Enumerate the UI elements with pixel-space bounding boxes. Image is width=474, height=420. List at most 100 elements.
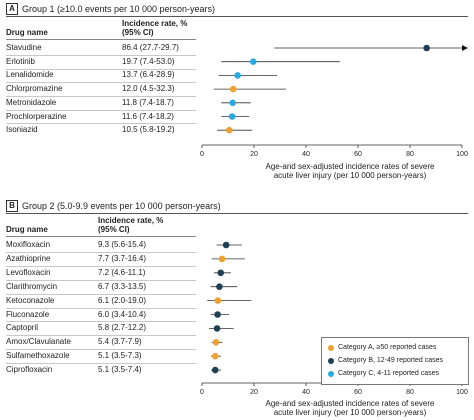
panel-b-point-estimate xyxy=(212,339,220,346)
panel-a-incidence-rate: 12.0 (4.5-32.3) xyxy=(122,84,175,94)
panel-b-x-tick-label: 80 xyxy=(406,389,414,396)
panel-a-title: Group 1 (≥10.0 events per 10 000 person-… xyxy=(22,4,216,14)
panel-a-incidence-rate: 19.7 (7.4-53.0) xyxy=(122,56,175,66)
panel-a-drug-name: Chlorpromazine xyxy=(6,84,63,94)
panel-b-point-estimate xyxy=(211,352,219,360)
panel-a-drug-name: Isoniazid xyxy=(6,125,38,135)
panel-a-col-rate-1: Incidence rate, % xyxy=(122,19,188,28)
panel-a-incidence-rate: 11.6 (7.4-18.2) xyxy=(122,111,174,121)
panel-b-drug-name: Ciprofloxacin xyxy=(6,365,53,375)
panel-a-header: A Group 1 (≥10.0 events per 10 000 perso… xyxy=(6,2,468,17)
panel-a-incidence-rate: 10.5 (5.8-19.2) xyxy=(122,125,175,135)
panel-a-x-tick-label: 80 xyxy=(406,151,414,158)
panel-b-title: Group 2 (5.0-9.9 events per 10 000 perso… xyxy=(22,201,221,211)
panel-b-col-rate-2: (95% CI) xyxy=(98,225,130,234)
panel-a-x-tick-label: 0 xyxy=(200,151,204,158)
panel-a-point-estimate xyxy=(229,99,236,107)
panel-b-x-tick-label: 20 xyxy=(250,389,258,396)
panel-a-drug-name: Erlotinib xyxy=(6,56,35,66)
panel-b-x-tick-label: 60 xyxy=(354,389,362,396)
panel-b-incidence-rate: 5.4 (3.7-7.9) xyxy=(98,337,142,347)
panel-b-header: B Group 2 (5.0-9.9 events per 10 000 per… xyxy=(6,199,468,214)
panel-a-row-divider xyxy=(6,109,196,111)
panel-a-row-divider xyxy=(6,123,196,125)
panel-b-row-divider xyxy=(6,293,196,295)
panel-a-ci-arrow xyxy=(462,45,468,51)
panel-b-incidence-rate: 5.8 (2.7-12.2) xyxy=(98,323,147,333)
legend-label-a: Category A, ≥50 reported cases xyxy=(338,344,437,351)
panel-a-incidence-rate: 86.4 (27.7-29.7) xyxy=(122,43,179,52)
panel-b-header-rule xyxy=(6,236,196,237)
legend-item-category-c: Category C, 4-11 reported cases xyxy=(328,370,439,377)
legend-label-b: Category B, 12-49 reported cases xyxy=(338,357,444,364)
legend-label-c: Category C, 4-11 reported cases xyxy=(338,370,440,377)
panel-b-drug-name: Sulfamethoxazole xyxy=(6,351,70,361)
panel-a-row-divider xyxy=(6,68,196,70)
panel-b-drug-name: Moxifloxacin xyxy=(6,240,51,249)
panel-b-incidence-rate: 5.1 (3.5-7.3) xyxy=(98,351,142,361)
panel-a-letter: A xyxy=(6,3,18,15)
panel-a-point-estimate xyxy=(226,126,233,134)
panel-b-axis-title-1: Age-and sex-adjusted incidence rates of … xyxy=(265,399,435,408)
panel-b-letter: B xyxy=(6,200,18,212)
panel-a-drug-name: Prochlorperazine xyxy=(6,111,67,121)
panel-a-incidence-rate: 13.7 (6.4-28.9) xyxy=(122,70,175,80)
panel-a-drug-name: Metronidazole xyxy=(6,97,57,107)
panel-a-axis-title-1: Age-and sex-adjusted incidence rates of … xyxy=(265,162,435,171)
panel-b-row-divider xyxy=(6,265,196,267)
panel-a-point-estimate xyxy=(249,58,257,65)
panel-a-axis-title-2: acute liver injury (per 10 000 person-ye… xyxy=(273,171,427,180)
panel-b-col-rate-1: Incidence rate, % xyxy=(98,216,164,225)
panel-b-incidence-rate: 9.3 (5.6-15.4) xyxy=(98,240,147,249)
panel-b-point-estimate xyxy=(214,311,221,318)
panel-b-point-estimate xyxy=(216,283,223,291)
panel-b-incidence-rate: 6.0 (3.4-10.4) xyxy=(98,309,147,319)
panel-b-axis-title-2: acute liver injury (per 10 000 person-ye… xyxy=(273,408,427,417)
panel-b-drug-name: Amox/Clavulanate xyxy=(6,337,71,347)
legend-item-category-a: Category A, ≥50 reported cases xyxy=(328,344,436,351)
panel-a-point-estimate xyxy=(423,44,430,52)
legend-swatch-c xyxy=(328,370,334,377)
panel-a-point-estimate xyxy=(228,113,236,120)
panel-b-row-divider xyxy=(6,321,196,323)
legend: Category A, ≥50 reported cases Category … xyxy=(321,337,469,385)
panel-a-col-rate-2: (95% CI) xyxy=(122,28,154,37)
panel-b-drug-name: Clarithromycin xyxy=(6,281,58,291)
panel-b-col-drug: Drug name xyxy=(6,225,48,234)
panel-a-x-tick-label: 100 xyxy=(456,151,468,158)
panel-a-drug-name: Lenalidomide xyxy=(6,70,54,80)
panel-b-incidence-rate: 5.1 (3.5-7.4) xyxy=(98,365,142,375)
panel-b-x-tick-label: 40 xyxy=(302,389,310,396)
panel-b-row-divider xyxy=(6,335,196,337)
panel-a-row-divider xyxy=(6,95,196,97)
panel-a-col-drug: Drug name xyxy=(6,28,48,37)
panel-b-drug-name: Levofloxacin xyxy=(6,267,51,277)
panel-b-point-estimate xyxy=(217,269,225,277)
panel-b-row-divider xyxy=(6,279,196,281)
legend-swatch-a xyxy=(328,344,334,351)
panel-a-x-tick-label: 20 xyxy=(250,151,258,158)
panel-b-x-tick-label: 100 xyxy=(456,389,468,396)
panel-a-row-divider xyxy=(6,82,196,84)
legend-swatch-b xyxy=(328,357,334,364)
panel-a-x-tick-label: 40 xyxy=(302,151,310,158)
panel-a-drug-name: Stavudine xyxy=(6,43,42,52)
panel-b-point-estimate xyxy=(218,255,226,263)
panel-b-incidence-rate: 6.7 (3.3-13.5) xyxy=(98,281,147,291)
panel-b-drug-name: Azathioprine xyxy=(6,253,51,263)
panel-b-point-estimate xyxy=(211,366,219,374)
panel-b-incidence-rate: 7.7 (3.7-16.4) xyxy=(98,253,147,263)
panel-b-drug-name: Fluconazole xyxy=(6,309,50,319)
panel-b-drug-name: Ketoconazole xyxy=(6,295,55,305)
panel-a-incidence-rate: 11.8 (7.4-18.7) xyxy=(122,97,174,107)
panel-b-row-divider xyxy=(6,363,196,365)
panel-b-point-estimate xyxy=(222,241,230,249)
panel-b-row-divider xyxy=(6,251,196,253)
panel-a-row-divider xyxy=(6,54,196,56)
panel-a-header-rule xyxy=(6,39,196,40)
panel-a-point-estimate xyxy=(229,85,237,93)
panel-b-row-divider xyxy=(6,349,196,351)
panel-b-incidence-rate: 7.2 (4.6-11.1) xyxy=(98,267,146,277)
panel-b-row-divider xyxy=(6,307,196,309)
